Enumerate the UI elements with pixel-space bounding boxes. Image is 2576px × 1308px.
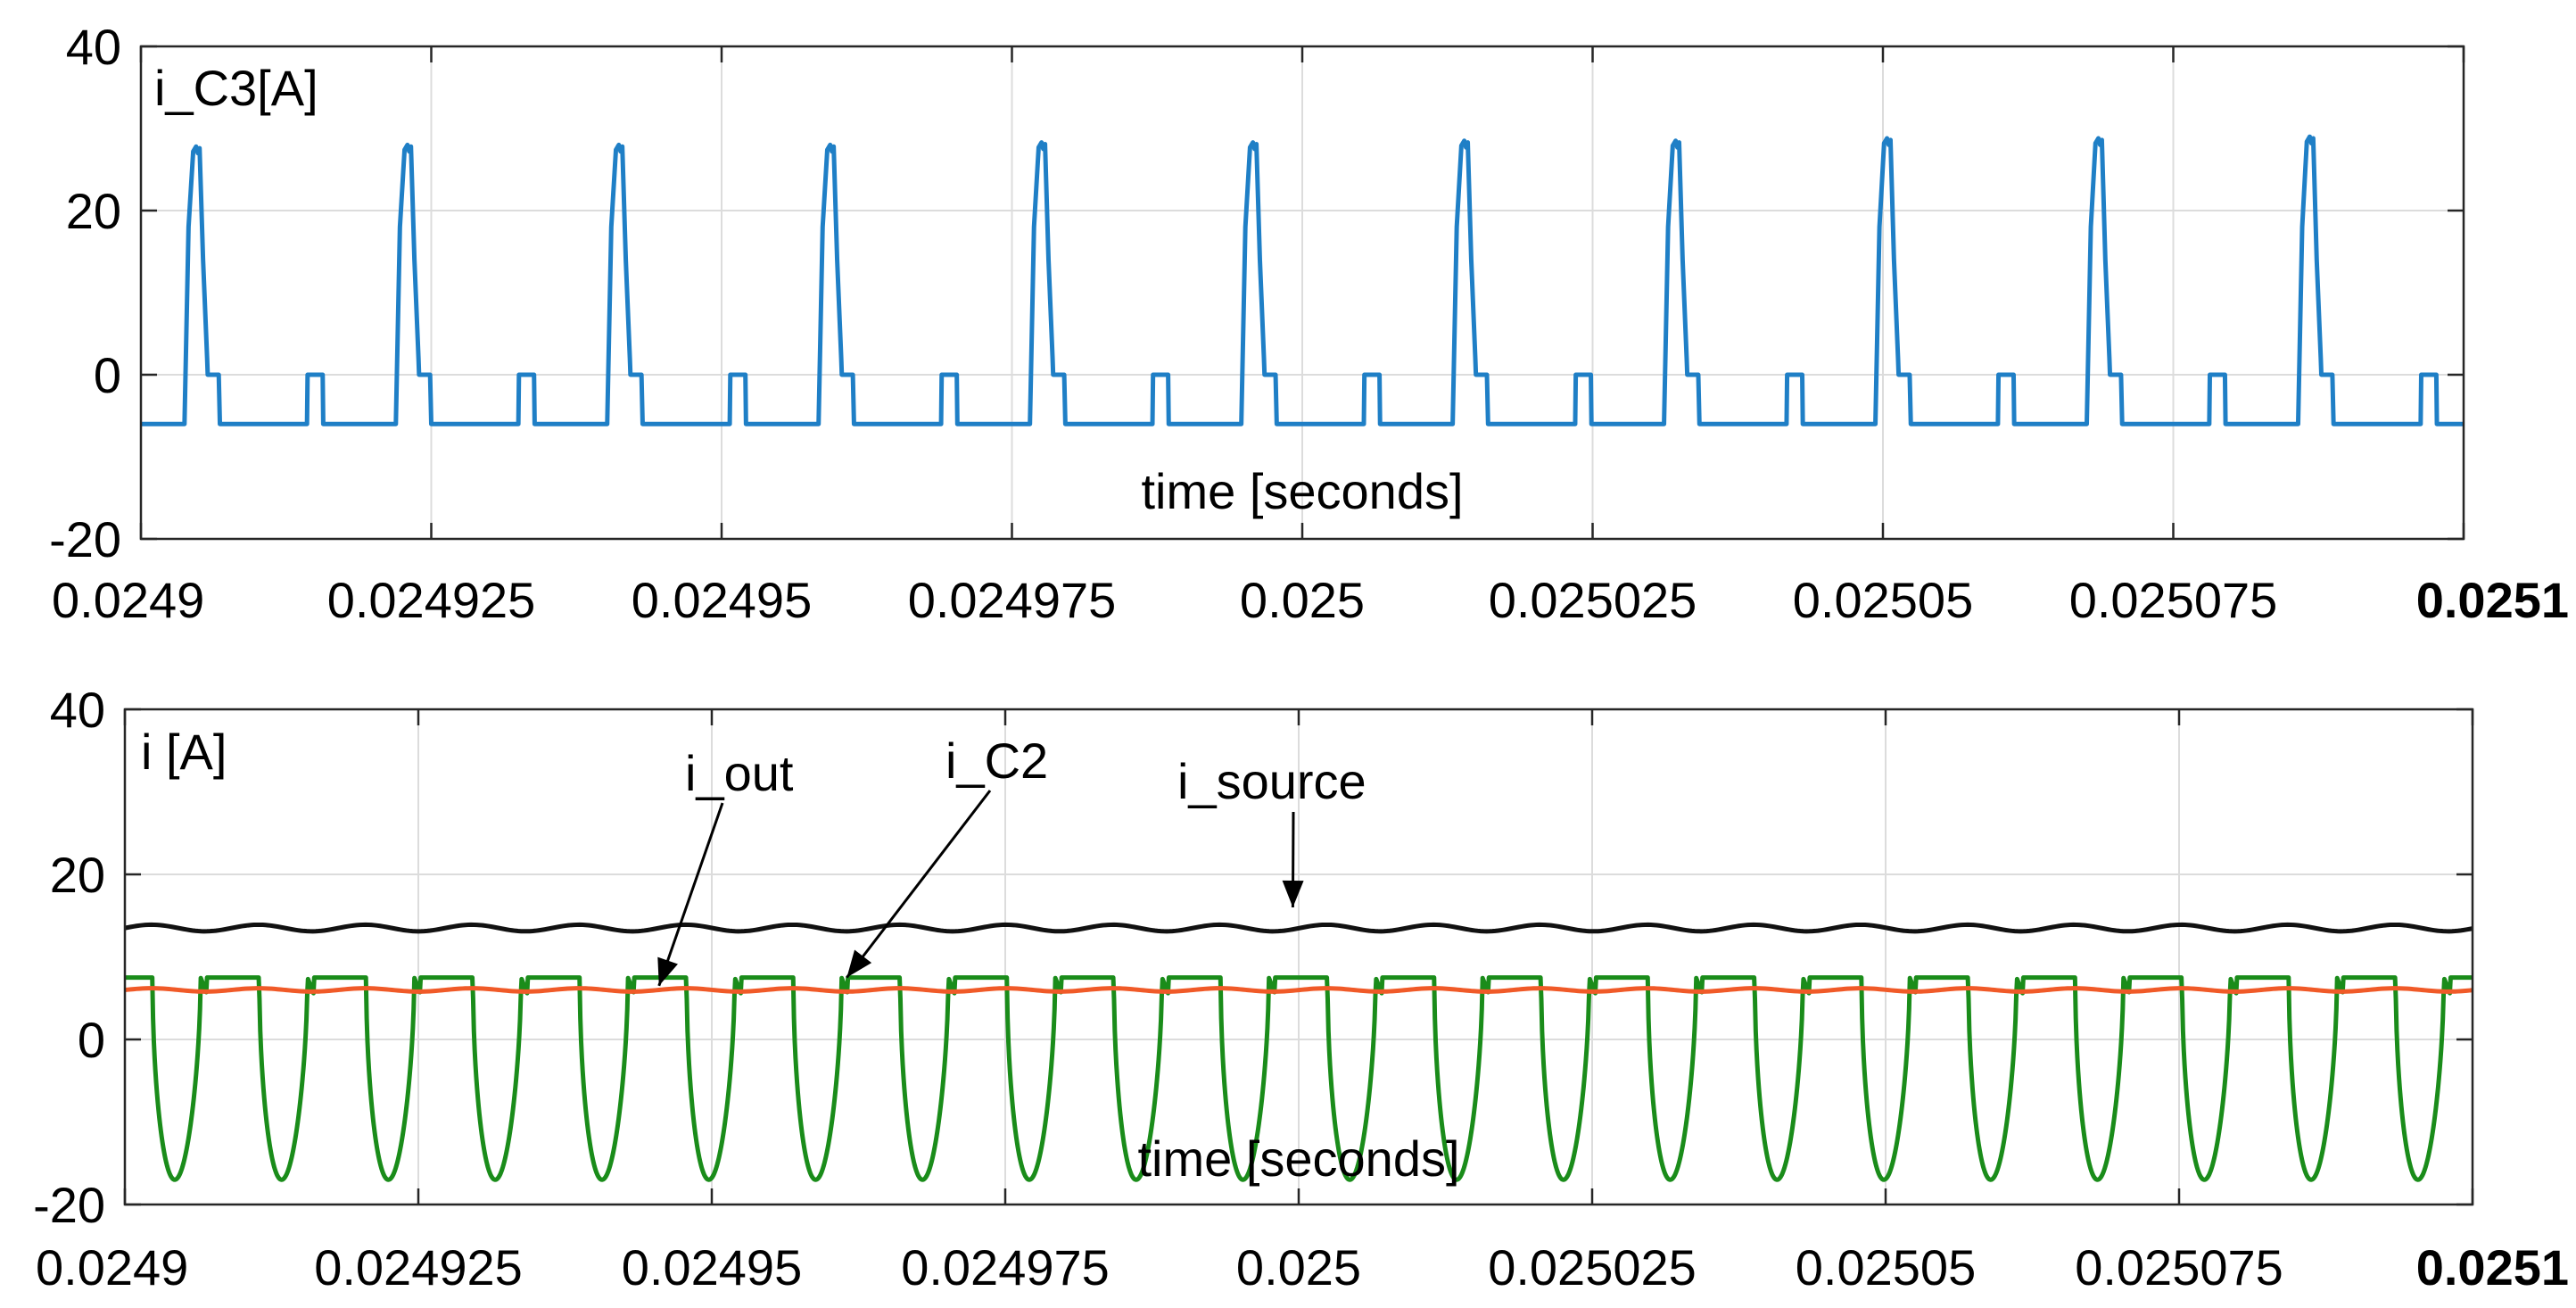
x-tick-label: 0.024975: [901, 1239, 1110, 1296]
series-i-c2: [123, 975, 2474, 1182]
series-group: [123, 922, 2474, 1182]
x-tick-label: 0.025025: [1489, 572, 1697, 628]
x-tick-label: 0.0251: [2416, 1239, 2569, 1296]
y-tick-label: -20: [33, 1177, 105, 1233]
top-panel-i-c3: 40 20 0 -200.0249 0.024925 0.02495 0.024975 0.0…: [49, 19, 2569, 628]
panel-label: i_C3[A]: [154, 60, 318, 116]
x-tick-label: 0.025075: [2075, 1239, 2283, 1296]
y-tick-label: 0: [78, 1012, 105, 1068]
annotation-label-i-C2: i_C2: [945, 733, 1048, 789]
annotations: i_out i_C2 i_source: [657, 733, 1366, 987]
y-tick-label: 40: [66, 19, 121, 75]
x-axis-label: time [seconds]: [1141, 463, 1463, 519]
annotation-arrowhead: [1282, 880, 1304, 907]
y-tick-label: 0: [94, 347, 121, 403]
annotation-arrowhead: [657, 956, 678, 986]
annotation-label-i-out: i_out: [685, 745, 794, 801]
panel-label: i [A]: [141, 724, 227, 780]
x-axis-label: time [seconds]: [1137, 1130, 1459, 1187]
series-group: [141, 134, 2464, 426]
y-tick-label: 20: [66, 183, 121, 239]
x-tick-label: 0.025: [1236, 1239, 1361, 1296]
annotation-arrowhead: [846, 949, 872, 978]
x-tick-label: 0.02495: [622, 1239, 802, 1296]
x-tick-label: 0.02495: [632, 572, 812, 628]
x-tick-label: 0.0249: [36, 1239, 188, 1296]
y-tick-label: 40: [50, 682, 105, 738]
grid: [125, 709, 2473, 1205]
x-tick-label: 0.025: [1240, 572, 1365, 628]
series-i-c3: [141, 134, 2464, 426]
x-tick-label: 0.02505: [1796, 1239, 1976, 1296]
x-tick-label: 0.024975: [908, 572, 1117, 628]
y-tick-label: 20: [50, 847, 105, 903]
x-tick-label: 0.025075: [2069, 572, 2278, 628]
annotation-arrow: [657, 802, 724, 987]
annotation-arrow: [846, 790, 992, 979]
x-tick-label: 0.02505: [1793, 572, 1973, 628]
series-i-source: [124, 922, 2473, 934]
x-tick-label: 0.025025: [1488, 1239, 1697, 1296]
annotation-label-i-source: i_source: [1177, 753, 1366, 809]
x-tick-label: 0.0251: [2416, 572, 2569, 628]
x-tick-label: 0.024925: [327, 572, 536, 628]
x-tick-label: 0.024925: [314, 1239, 523, 1296]
series-i-out: [124, 986, 2473, 994]
bottom-panel-currents: i_out i_C2 i_source 40 20 0 -20 0.0249 0.024925 0…: [33, 682, 2569, 1296]
x-tick-label: 0.0249: [52, 572, 204, 628]
y-tick-label: -20: [49, 511, 121, 567]
